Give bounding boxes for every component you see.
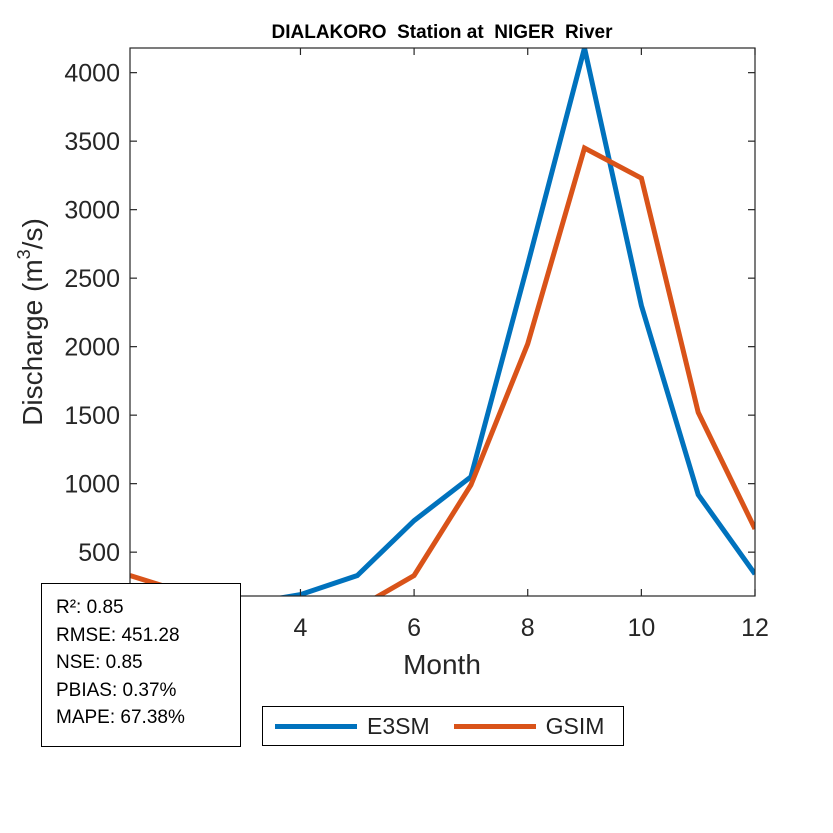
stat-r2: R²: 0.85 [56, 597, 124, 618]
legend-item-gsim: GSIM [442, 712, 605, 740]
metrics-box: R²: 0.85 RMSE: 451.28 NSE: 0.85 PBIAS: 0… [41, 583, 241, 747]
stat-nse: NSE: 0.85 [56, 652, 143, 673]
stat-pbias: PBIAS: 0.37% [56, 679, 177, 701]
stat-mape: MAPE: 67.38% [56, 707, 185, 728]
y-tick-label: 1500 [64, 402, 120, 430]
y-tick-label: 2000 [64, 334, 120, 362]
legend-item-e3sm: E3SM [263, 713, 430, 740]
legend: E3SM GSIM [262, 706, 624, 746]
y-tick-label: 500 [78, 539, 120, 567]
x-tick-label: 8 [521, 614, 535, 642]
y-tick-label: 2500 [64, 265, 120, 293]
legend-line-gsim [453, 723, 536, 729]
x-axis-label: Month [403, 649, 481, 680]
x-tick-label: 6 [407, 614, 421, 642]
x-tick-label: 10 [627, 614, 655, 642]
legend-label-e3sm: E3SM [367, 712, 430, 739]
y-tick-label: 4000 [64, 60, 120, 88]
y-tick-label: 3500 [64, 128, 120, 156]
x-tick-label: 12 [741, 614, 769, 642]
y-tick-label: 3000 [64, 197, 120, 225]
plot-frame [129, 47, 756, 597]
stat-rmse: RMSE: 451.28 [56, 624, 180, 646]
legend-label-gsim: GSIM [545, 712, 605, 739]
y-tick-label: 1000 [64, 471, 120, 499]
series-line-gsim [130, 144, 755, 596]
y-axis-label: Discharge (m3/s) [14, 218, 48, 426]
chart-title: DIALAKORO Station at NIGER River [272, 22, 614, 43]
x-tick-label: 4 [294, 614, 308, 642]
series-line-e3sm [277, 48, 755, 596]
legend-line-e3sm [275, 723, 357, 729]
